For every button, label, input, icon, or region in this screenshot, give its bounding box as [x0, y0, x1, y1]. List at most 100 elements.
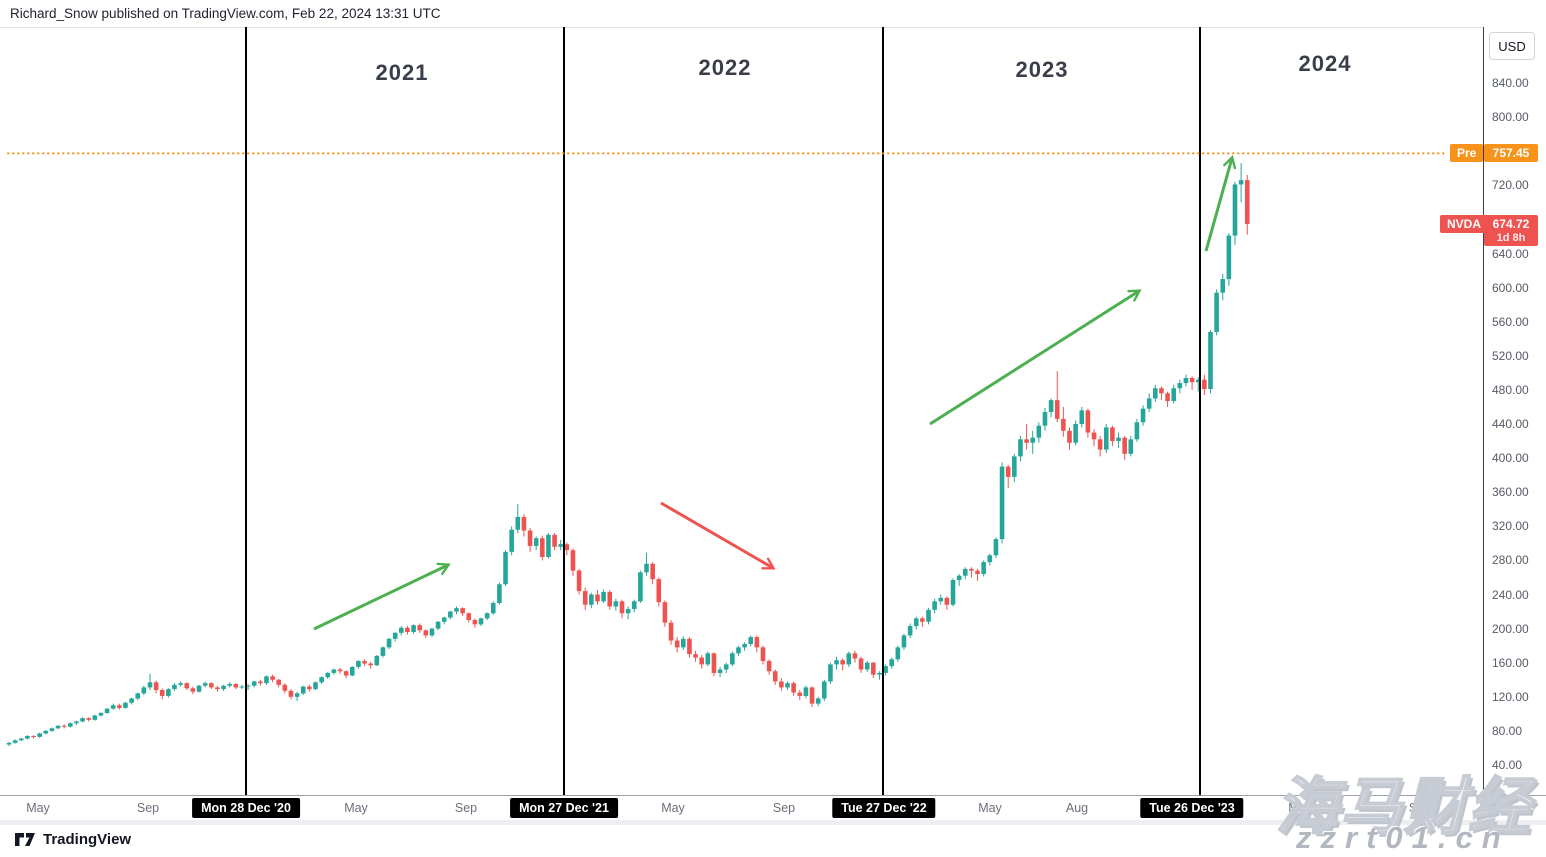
candle	[196, 684, 202, 693]
candle	[166, 688, 171, 698]
candle	[1061, 406, 1066, 437]
candle	[208, 682, 214, 690]
candle	[61, 724, 67, 729]
candle	[1177, 379, 1183, 394]
candle	[601, 589, 606, 604]
candle	[828, 662, 833, 685]
candle	[852, 650, 858, 663]
candle	[276, 678, 282, 688]
time-tick: May	[26, 801, 50, 815]
candle	[558, 539, 563, 551]
candle	[895, 645, 901, 662]
candle	[1091, 429, 1097, 447]
candle	[552, 533, 557, 551]
candle	[202, 681, 208, 688]
currency-button[interactable]: USD	[1489, 32, 1535, 60]
price-tick: 640.00	[1492, 246, 1529, 261]
tradingview-brand-text[interactable]: TradingView	[43, 831, 132, 848]
candle	[644, 552, 649, 576]
candle	[576, 568, 582, 595]
time-tick: May	[978, 801, 1002, 815]
candle	[1220, 273, 1226, 301]
candle	[681, 636, 686, 650]
candle	[92, 714, 98, 721]
tradingview-logo-icon[interactable]	[14, 832, 36, 847]
candle	[613, 598, 619, 611]
trend-arrow-up	[929, 289, 1142, 426]
time-tick: Sep	[1408, 801, 1432, 815]
candle	[711, 652, 717, 677]
candle	[846, 651, 852, 667]
candle	[460, 607, 465, 616]
candle	[300, 685, 306, 696]
candle	[938, 594, 944, 605]
price-tick: 560.00	[1492, 314, 1529, 329]
price-tick: 720.00	[1492, 178, 1529, 193]
candle	[1146, 393, 1152, 413]
candle	[687, 637, 692, 658]
candle	[1054, 371, 1060, 423]
candle	[877, 671, 882, 680]
candle	[349, 666, 355, 677]
candle	[999, 462, 1005, 544]
premarket-label: Pre	[1450, 144, 1484, 163]
time-axis[interactable]: May Sep May Sep May Sep May Aug May Sep Mon 28 Dec…	[0, 795, 1546, 821]
candle	[515, 504, 521, 534]
candle	[987, 553, 993, 566]
candle	[901, 633, 907, 650]
session-date-badge: Mon 27 Dec '21	[510, 798, 618, 818]
candle	[435, 620, 441, 631]
candle	[68, 722, 73, 728]
candle	[981, 560, 986, 577]
bar-countdown: 1d 8h	[1496, 231, 1526, 244]
candle	[1103, 424, 1109, 453]
candle	[405, 626, 410, 635]
candle	[80, 717, 85, 723]
candle	[313, 681, 318, 690]
candle	[123, 701, 128, 709]
candle	[693, 650, 698, 662]
price-tick: 40.00	[1492, 758, 1523, 772]
candle	[1208, 330, 1213, 394]
candle	[1030, 430, 1036, 454]
candle	[1159, 386, 1164, 401]
candle	[245, 684, 251, 690]
candle	[1012, 453, 1017, 482]
candle	[74, 720, 79, 725]
candle	[227, 682, 232, 688]
candle	[871, 661, 876, 679]
candle	[509, 526, 514, 556]
price-tick: 240.00	[1492, 587, 1529, 602]
candle	[1153, 384, 1158, 402]
candle	[104, 707, 110, 714]
candle	[840, 658, 845, 671]
session-date-badge: Tue 26 Dec '23	[1140, 798, 1244, 818]
candle	[153, 680, 159, 694]
candle	[527, 528, 533, 552]
price-tick: 800.00	[1492, 110, 1529, 125]
trend-arrow-down	[660, 501, 776, 570]
candle	[1189, 376, 1195, 390]
candle	[374, 655, 380, 667]
candle	[147, 673, 153, 690]
candle	[656, 577, 662, 607]
candle	[907, 623, 913, 638]
year-label-2022: 2022	[698, 55, 752, 80]
candle	[1018, 435, 1023, 462]
candle	[12, 739, 18, 744]
time-tick: Aug	[1065, 801, 1089, 815]
time-tick: Sep	[454, 801, 478, 815]
candle	[595, 590, 600, 605]
candle	[110, 703, 116, 710]
candle	[631, 599, 637, 613]
candle	[736, 645, 741, 656]
candle	[1140, 405, 1146, 426]
candle	[331, 668, 337, 675]
candle	[178, 681, 183, 687]
candle	[1165, 391, 1170, 407]
candle	[564, 542, 570, 556]
year-label-2024: 2024	[1298, 51, 1352, 76]
candle	[258, 679, 263, 686]
